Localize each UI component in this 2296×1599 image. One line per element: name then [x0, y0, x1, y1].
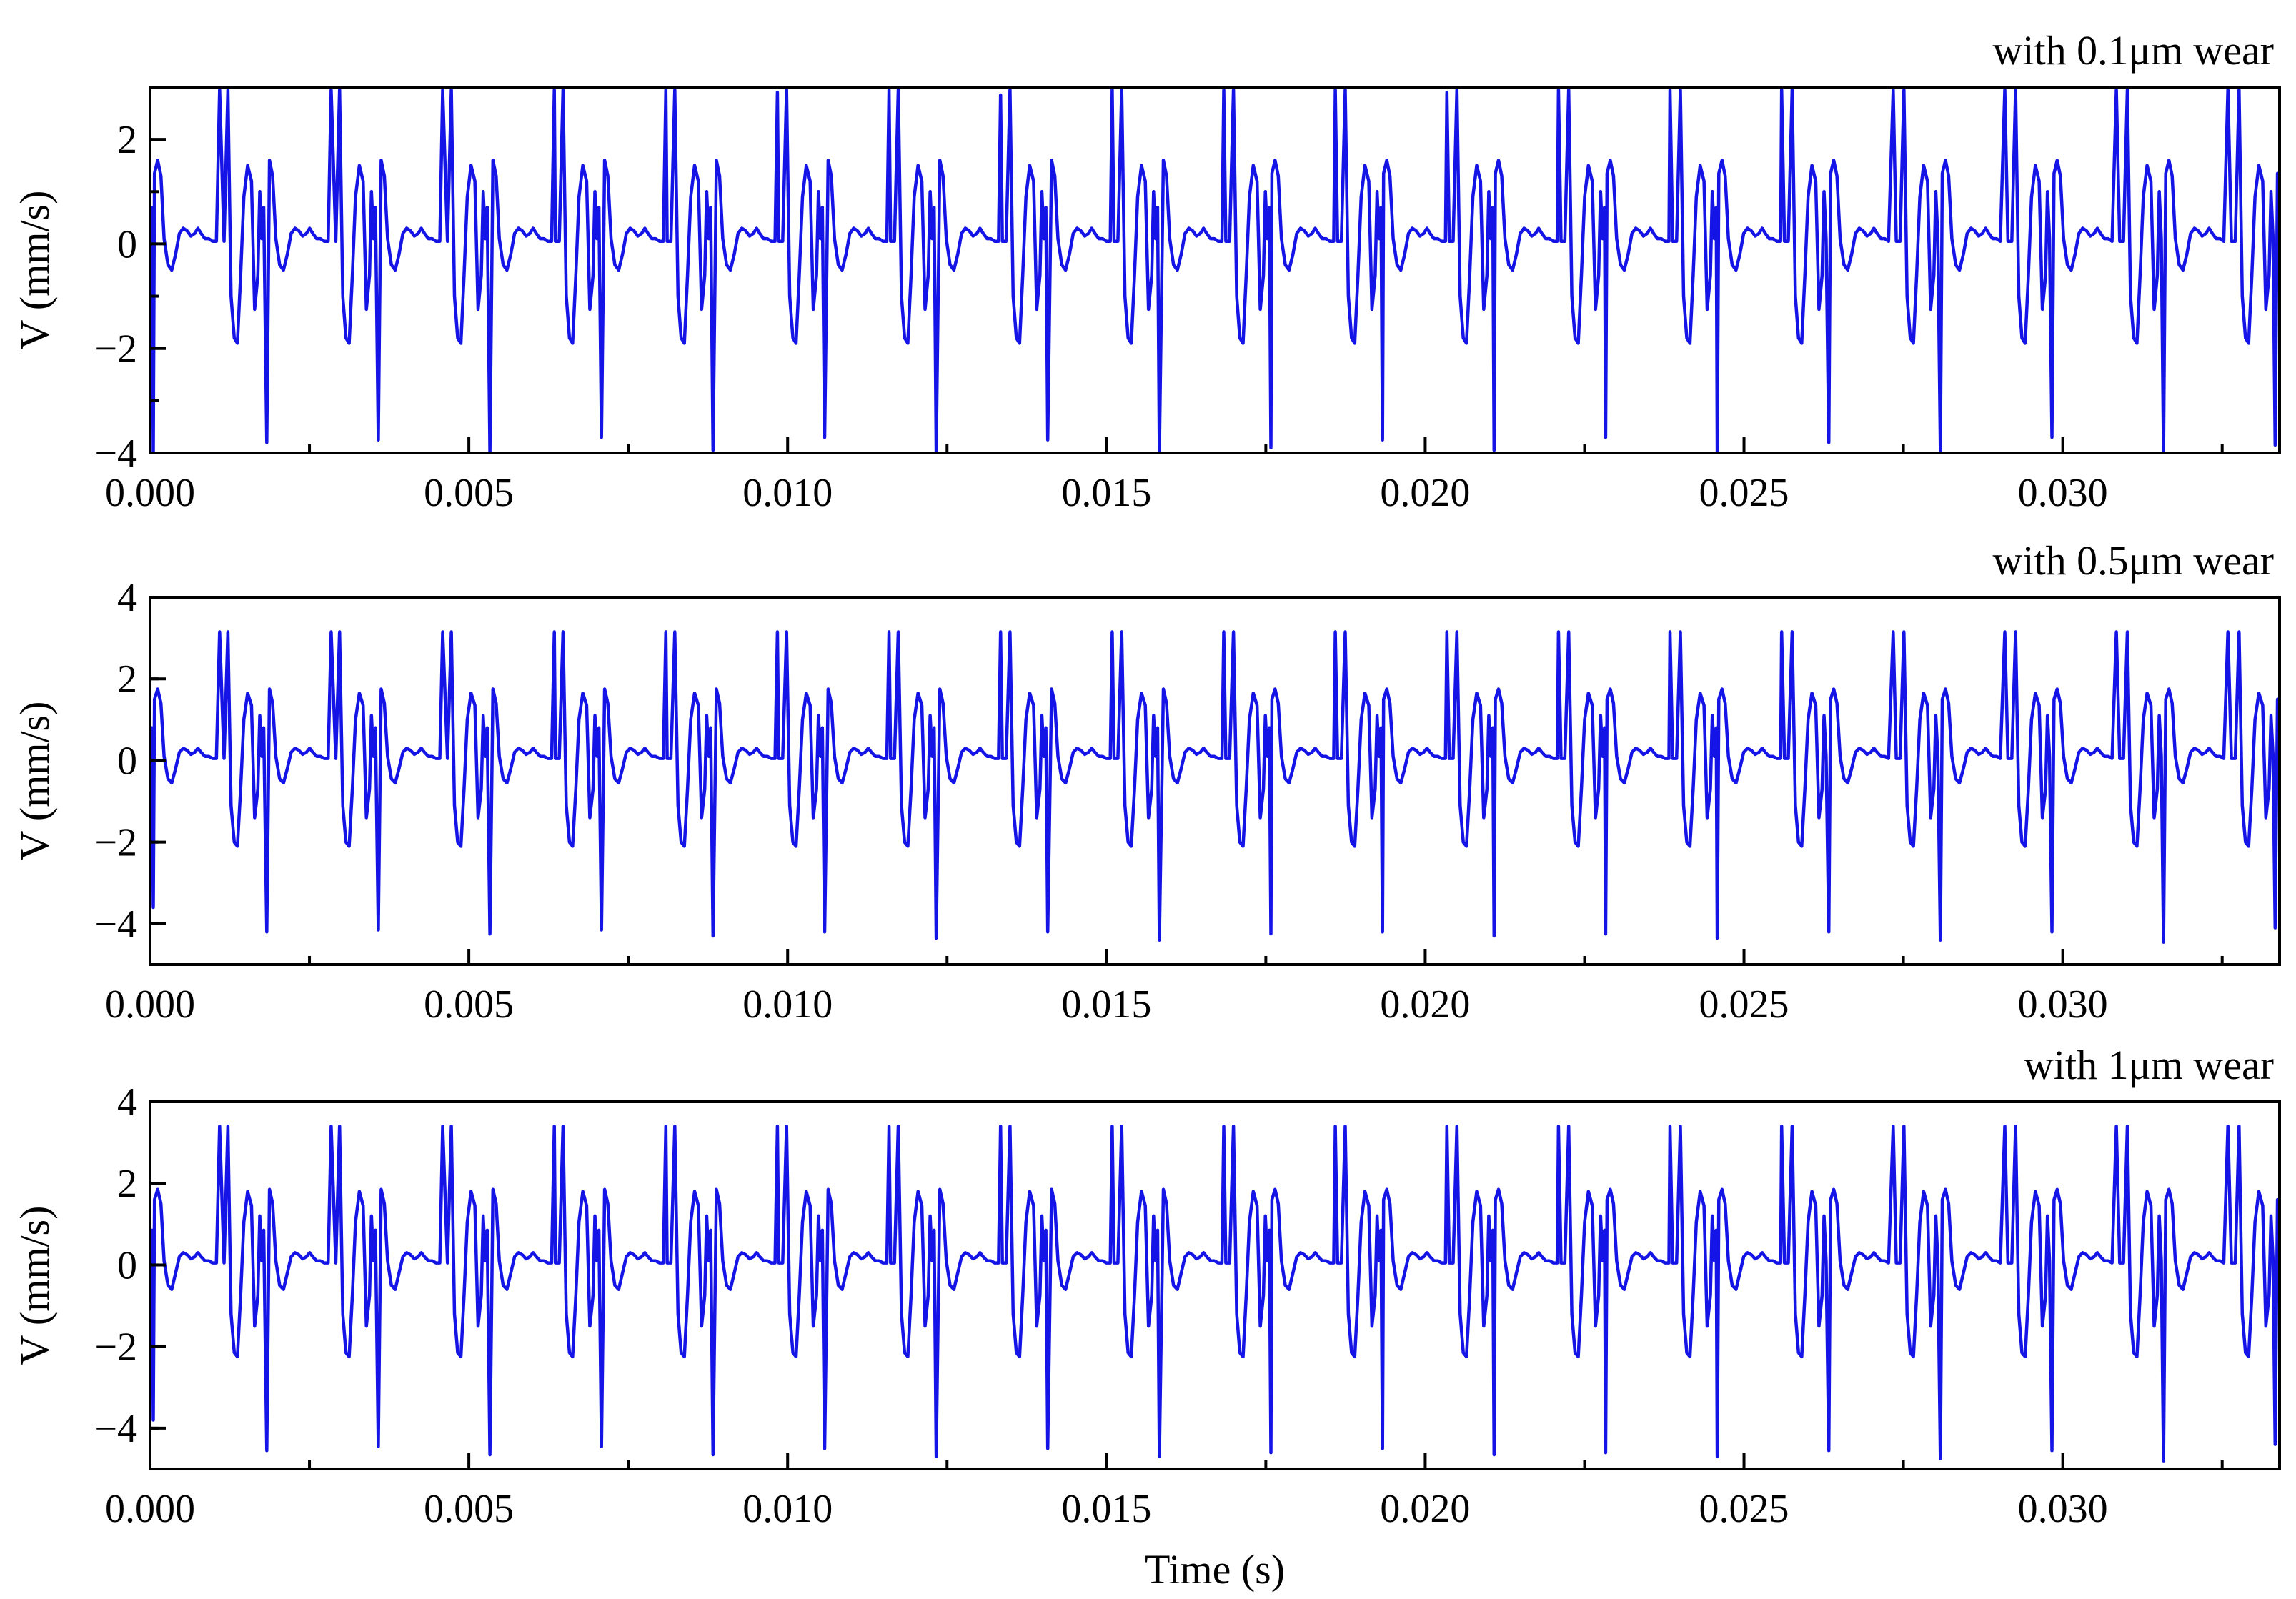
x-tick-label: 0.015: [1061, 471, 1151, 515]
x-tick-label: 0.020: [1380, 471, 1470, 515]
x-tick-label: 0.015: [1061, 982, 1151, 1027]
x-tick-label: 0.030: [2018, 471, 2108, 515]
x-tick-label: 0.020: [1380, 982, 1470, 1027]
y-axis-label: V (mm/s): [11, 702, 58, 861]
x-tick-label: 0.010: [742, 1487, 833, 1531]
x-tick-label: 0.030: [2018, 1487, 2108, 1531]
x-tick-label: 0.005: [424, 471, 514, 515]
y-tick-label: 2: [117, 118, 137, 162]
x-tick-label: 0.015: [1061, 1487, 1151, 1531]
x-tick-label: 0.025: [1699, 471, 1789, 515]
x-tick-label: 0.010: [742, 982, 833, 1027]
panel-0.1um-wear: 0.000 0.005 0.010 0.015 0.020 0.025 0.030 −4 −2 0…: [11, 27, 2281, 515]
series-line-0: [150, 88, 2280, 453]
x-axis-label: Time (s): [1145, 1546, 1285, 1593]
x-tick-label: 0.000: [105, 471, 195, 515]
x-tick-label: 0.030: [2018, 982, 2108, 1027]
y-tick-label: −2: [94, 821, 137, 865]
x-tick-label: 0.000: [105, 982, 195, 1027]
y-tick-label: 4: [117, 1080, 137, 1125]
y-tick-label: −4: [94, 902, 137, 947]
y-tick-label: 4: [117, 576, 137, 620]
y-tick-label: 2: [117, 1162, 137, 1206]
plot-frame: [149, 86, 2281, 454]
y-axis-label: V (mm/s): [11, 191, 58, 350]
panel-1um-wear: 0.000 0.005 0.010 0.015 0.020 0.025 0.030 −4 −2 0…: [11, 1042, 2281, 1593]
x-tick-label: 0.020: [1380, 1487, 1470, 1531]
panel-title: with 0.5μm wear: [1992, 537, 2274, 584]
y-tick-label: −4: [94, 432, 137, 476]
y-tick-label: −2: [94, 1325, 137, 1370]
y-tick-label: 0: [117, 1243, 137, 1287]
x-tick-label: 0.010: [742, 471, 833, 515]
x-tick-label: 0.025: [1699, 1487, 1789, 1531]
y-tick-label: 0: [117, 222, 137, 266]
x-tick-label: 0.025: [1699, 982, 1789, 1027]
panel-title: with 1μm wear: [2024, 1042, 2274, 1088]
y-tick-label: 2: [117, 657, 137, 702]
y-tick-label: −2: [94, 327, 137, 372]
series-line-0: [150, 1125, 2280, 1463]
y-axis-label: V (mm/s): [11, 1206, 58, 1365]
series-line-0: [150, 630, 2280, 944]
panel-0.5um-wear: 0.000 0.005 0.010 0.015 0.020 0.025 0.030 −4 −2 0…: [11, 537, 2281, 1027]
y-tick-label: 0: [117, 739, 137, 783]
x-tick-label: 0.005: [424, 1487, 514, 1531]
plot-frame: [149, 1100, 2281, 1470]
panel-title: with 0.1μm wear: [1992, 27, 2274, 74]
x-tick-label: 0.000: [105, 1487, 195, 1531]
y-tick-label: −4: [94, 1407, 137, 1451]
x-tick-label: 0.005: [424, 982, 514, 1027]
plot-frame: [149, 596, 2281, 966]
